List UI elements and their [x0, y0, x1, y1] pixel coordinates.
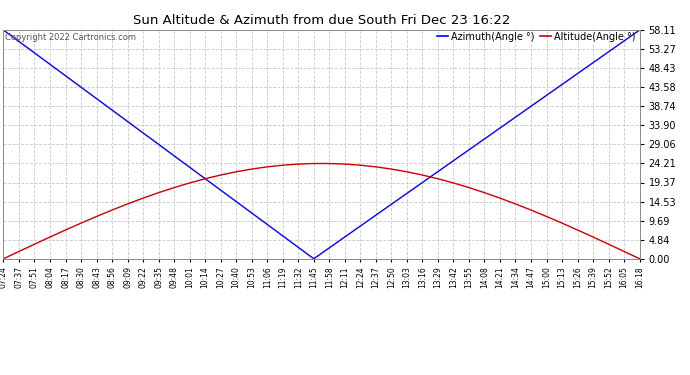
Legend: Azimuth(Angle °), Altitude(Angle °): Azimuth(Angle °), Altitude(Angle °) — [433, 28, 640, 45]
Title: Sun Altitude & Azimuth from due South Fri Dec 23 16:22: Sun Altitude & Azimuth from due South Fr… — [133, 15, 510, 27]
Text: Copyright 2022 Cartronics.com: Copyright 2022 Cartronics.com — [6, 33, 137, 42]
